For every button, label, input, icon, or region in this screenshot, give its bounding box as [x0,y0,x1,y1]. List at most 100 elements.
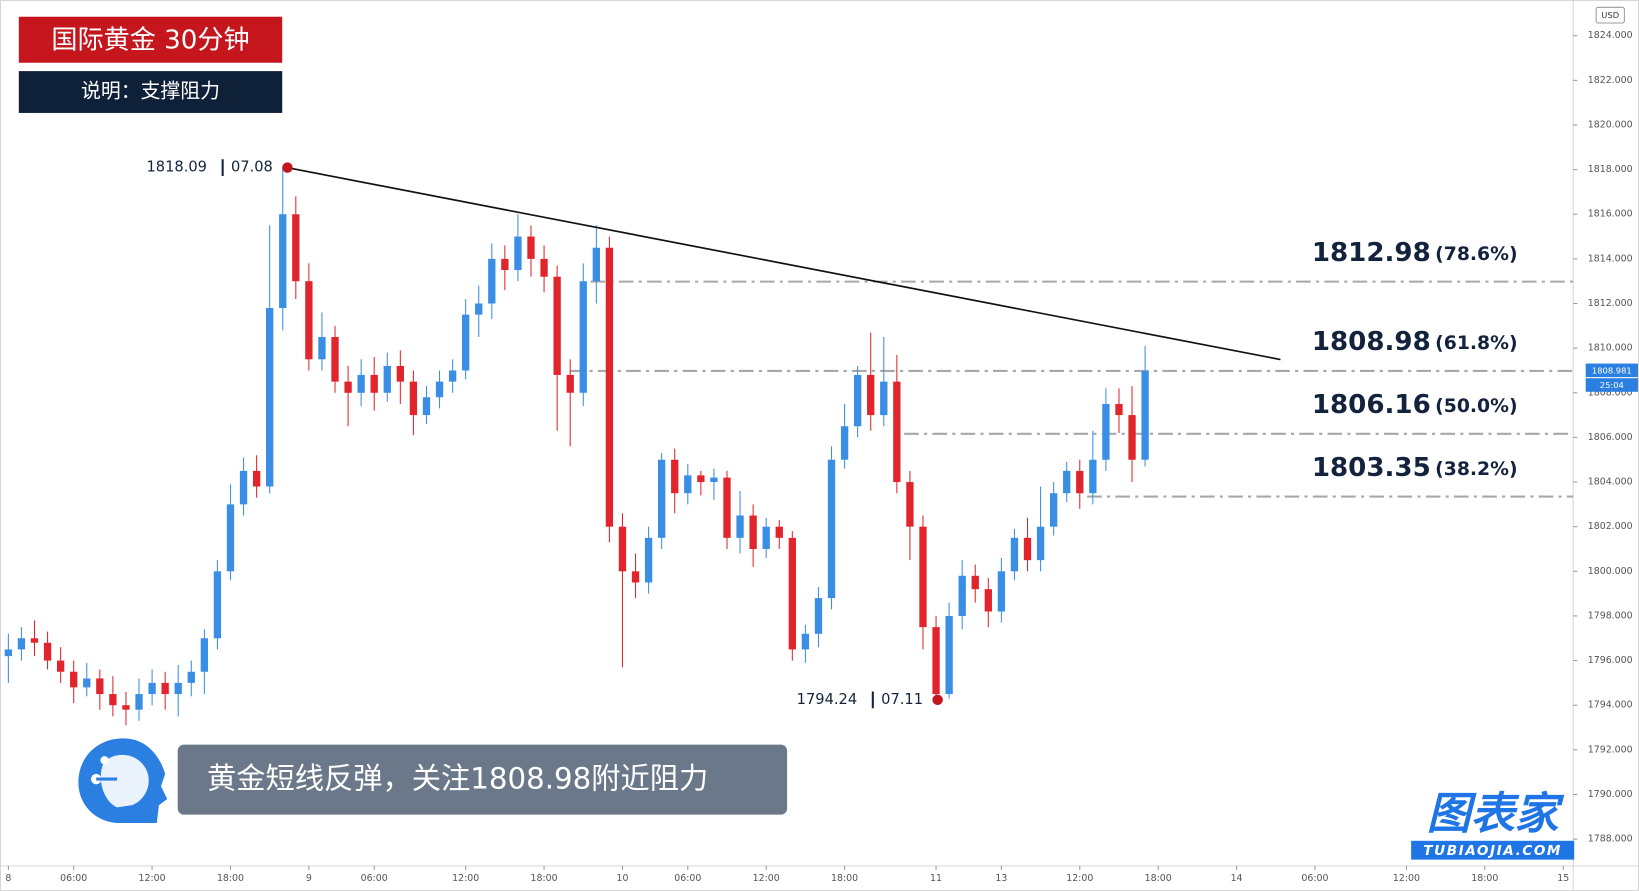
last-price: 1808.981 [1592,365,1632,375]
y-tick-label: 1794.000 [1588,700,1633,711]
logo-name: 图表家 [1427,789,1565,840]
candle-body [331,336,339,382]
candle-body [501,258,509,271]
candle-body [462,314,470,371]
candle-body [266,307,274,487]
caption-box [177,744,788,815]
candle-body [880,381,888,416]
level-ratio: (78.6%) [1435,244,1517,265]
y-tick-label: 1818.000 [1588,164,1633,175]
candle-body [932,627,940,695]
x-tick-label: 18:00 [531,873,558,884]
candle-body [697,475,705,483]
candle-body [83,678,91,688]
candle-body [736,515,744,538]
candle-body [1063,470,1071,494]
candle-body [252,470,261,487]
candle-body [631,571,640,583]
candle-body [357,374,365,393]
x-tick-label: 12:00 [452,873,479,884]
subtitle-box [18,71,283,113]
candle-body [540,258,548,277]
candle-body [70,671,78,688]
candle-body [945,615,953,695]
y-tick-label: 1790.000 [1588,789,1633,800]
level-value: 1806.16 [1312,390,1431,420]
plot: 1788.000 1790.000 1792.000 1794.000 1796.000… [4,30,1638,884]
extreme-point [282,162,293,173]
level-ratio: (61.8%) [1435,333,1517,354]
x-tick-label: 06:00 [60,873,87,884]
candle-body [658,459,666,538]
x-tick-label: 12:00 [1393,873,1420,884]
currency-box [1595,6,1625,24]
candle-body [684,475,692,494]
y-tick-label: 1810.000 [1588,343,1633,354]
level-value: 1808.98 [1312,327,1431,357]
extreme-price: 1794.24 [797,691,857,708]
y-tick-label: 1798.000 [1588,610,1633,621]
extreme-date: 07.08 [231,159,273,176]
candle-body [867,374,875,416]
caption: 黄金短线反弹，关注1808.98附近阻力 [207,762,708,796]
logo-bar [1411,840,1575,860]
y-tick-label: 1792.000 [1588,744,1633,755]
y-tick-label: 1824.000 [1588,30,1633,41]
y-tick-label: 1788.000 [1588,834,1633,845]
candle-body [135,694,143,710]
x-tick-label: 06:00 [1301,873,1328,884]
candle-body [1089,459,1097,494]
candle-body [644,537,653,583]
candle-body [109,694,117,706]
candle-body [906,482,914,527]
candle-body [396,365,405,382]
candle-body [187,671,195,683]
candle-body [984,589,992,612]
candle-body [723,477,731,538]
level-ratio: (50.0%) [1435,396,1517,417]
candle-body [514,236,522,271]
candle-body [618,526,627,572]
candle-body [148,682,156,695]
logo-url: TUBIAOJIA.COM [1423,843,1562,859]
candle-body [605,247,614,527]
x-tick-label: 13 [995,873,1007,884]
candle-body [710,477,718,483]
x-tick-label: 15 [1557,873,1569,884]
candle-body [958,575,966,616]
candle-body [4,649,13,657]
candle-body [579,281,587,393]
x-tick-label: 11 [930,873,942,884]
y-tick-label: 1802.000 [1588,521,1633,532]
candle-body [488,258,496,304]
x-tick-label: 06:00 [361,873,388,884]
level-ratio: (38.2%) [1435,459,1517,480]
candle-body [475,303,483,315]
y-tick-label: 1796.000 [1588,655,1633,666]
y-tick-label: 1814.000 [1588,253,1633,264]
candle-body [1023,537,1032,561]
candle-body [788,537,796,650]
chart-subtitle: 说明：支撑阻力 [81,80,220,103]
y-tick-label: 1804.000 [1588,477,1633,488]
candle-body [566,374,574,393]
candle-body [435,381,444,398]
candle-body [17,638,26,650]
candle-body [422,397,431,416]
x-tick-label: 18:00 [217,873,244,884]
y-tick-label: 1812.000 [1588,298,1633,309]
chart-title: 国际黄金 30分钟 [51,25,249,55]
candle-body [997,571,1006,612]
candle-body [919,526,927,628]
candle-body [43,642,52,661]
x-tick-label: 9 [306,873,312,884]
candle-body [801,633,810,650]
y-tick-label: 1806.000 [1588,432,1633,443]
candle-body [840,426,849,460]
extreme-price: 1818.09 [146,159,206,176]
trendline [286,166,1281,361]
candle-body [448,370,457,382]
candle-body [893,381,901,483]
candle-body [553,276,561,375]
candle-body [174,682,182,695]
